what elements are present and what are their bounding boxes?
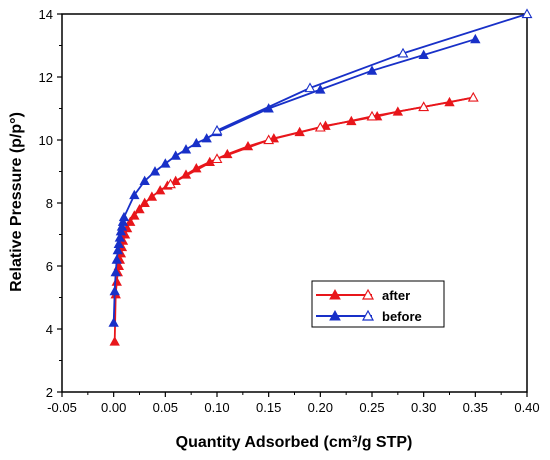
adsorption-point-after bbox=[222, 148, 233, 159]
series-layer bbox=[108, 8, 533, 346]
plot-area-border bbox=[61, 13, 528, 393]
plot-frame bbox=[61, 13, 528, 393]
x-tick-label: 0.40 bbox=[514, 400, 539, 415]
desorption-point-after bbox=[314, 121, 326, 132]
x-tick-label: 0.05 bbox=[153, 400, 178, 415]
adsorption-point-before bbox=[115, 226, 127, 236]
adsorption-point-after bbox=[294, 126, 305, 137]
adsorption-point-after bbox=[392, 106, 404, 116]
desorption-point-before bbox=[521, 8, 533, 19]
desorption-point-after bbox=[211, 153, 223, 164]
adsorption-point-before bbox=[170, 150, 181, 160]
legend-marker-after-open bbox=[361, 288, 375, 300]
x-tick-label: 0.00 bbox=[101, 400, 126, 415]
legend-marker-after-filled bbox=[329, 288, 341, 300]
y-tick-label: 4 bbox=[46, 322, 53, 337]
adsorption-point-before bbox=[113, 238, 125, 248]
adsorption-point-before bbox=[112, 244, 123, 255]
adsorption-point-before bbox=[191, 137, 202, 148]
adsorption-point-before bbox=[139, 175, 150, 185]
x-axis-ticks: -0.05 0.00 0.05 0.10 0.15 0.20 0.25 0.30 0.35 0.4… bbox=[47, 392, 540, 415]
y-tick-label: 2 bbox=[46, 385, 53, 400]
adsorption-point-before bbox=[118, 211, 130, 222]
adsorption-point-after bbox=[139, 197, 150, 208]
y-tick-label: 8 bbox=[46, 196, 53, 211]
adsorption-point-before bbox=[108, 317, 119, 327]
adsorption-point-before bbox=[111, 254, 122, 264]
y-axis-title: Relative Pressure (p/p°) bbox=[8, 112, 25, 292]
series-after bbox=[109, 91, 479, 346]
y-axis-ticks: 2 4 6 8 10 12 14 bbox=[39, 7, 62, 400]
legend-label-before: before bbox=[382, 309, 422, 324]
adsorption-point-after bbox=[242, 140, 254, 151]
adsorption-point-before bbox=[109, 285, 120, 296]
adsorption-point-after bbox=[125, 216, 136, 226]
adsorption-point-after bbox=[180, 169, 192, 179]
x-tick-label: 0.35 bbox=[463, 400, 488, 415]
adsorption-point-before bbox=[201, 133, 212, 143]
legend-marker-before-filled bbox=[329, 309, 341, 321]
desorption-point-after bbox=[165, 178, 176, 189]
x-tick-label: 0.30 bbox=[411, 400, 436, 415]
desorption-point-before bbox=[304, 82, 316, 93]
adsorption-point-after bbox=[154, 185, 166, 195]
adsorption-point-before bbox=[418, 49, 429, 59]
x-tick-label: 0.15 bbox=[256, 400, 281, 415]
x-tick-label: 0.25 bbox=[359, 400, 384, 415]
adsorption-point-before bbox=[263, 103, 274, 113]
adsorption-point-after bbox=[146, 191, 158, 201]
desorption-line-before bbox=[216, 13, 528, 132]
adsorption-point-after bbox=[170, 175, 181, 185]
adsorption-point-before bbox=[110, 266, 121, 277]
adsorption-point-after bbox=[129, 210, 140, 220]
adsorption-point-after bbox=[444, 96, 455, 107]
desorption-point-after bbox=[263, 134, 275, 145]
adsorption-point-after bbox=[134, 203, 145, 214]
adsorption-point-after bbox=[204, 156, 215, 167]
legend-label-after: after bbox=[382, 288, 410, 303]
x-tick-label: 0.10 bbox=[204, 400, 229, 415]
adsorption-line-before bbox=[112, 38, 476, 323]
desorption-point-after bbox=[467, 91, 479, 102]
adsorption-point-before bbox=[470, 33, 481, 44]
legend: after before bbox=[311, 280, 445, 328]
adsorption-point-before bbox=[315, 84, 326, 94]
adsorption-point-before bbox=[129, 189, 140, 200]
adsorption-point-before bbox=[160, 158, 171, 168]
desorption-point-before bbox=[211, 124, 223, 135]
y-tick-label: 6 bbox=[46, 259, 53, 274]
adsorption-point-before bbox=[366, 65, 378, 75]
x-axis-title: Quantity Adsorbed (cm³/g STP) bbox=[176, 434, 413, 451]
x-tick-label: -0.05 bbox=[47, 400, 77, 415]
adsorption-point-after bbox=[346, 115, 357, 126]
legend-marker-before-open bbox=[361, 309, 375, 321]
adsorption-point-before bbox=[149, 166, 161, 176]
desorption-point-after bbox=[366, 110, 378, 121]
adsorption-point-before bbox=[116, 221, 128, 231]
adsorption-point-after bbox=[109, 336, 120, 346]
series-before bbox=[108, 8, 533, 327]
desorption-point-after bbox=[418, 101, 430, 112]
legend-box bbox=[311, 280, 445, 328]
desorption-point-before bbox=[397, 47, 409, 58]
y-tick-label: 10 bbox=[39, 133, 53, 148]
adsorption-point-before bbox=[114, 232, 126, 242]
adsorption-point-before bbox=[180, 144, 192, 154]
y-tick-label: 12 bbox=[39, 70, 53, 85]
adsorption-point-before bbox=[117, 216, 129, 226]
x-tick-label: 0.20 bbox=[308, 400, 333, 415]
adsorption-point-after bbox=[111, 276, 122, 286]
y-tick-label: 14 bbox=[39, 7, 53, 22]
adsorption-point-after bbox=[191, 163, 202, 173]
